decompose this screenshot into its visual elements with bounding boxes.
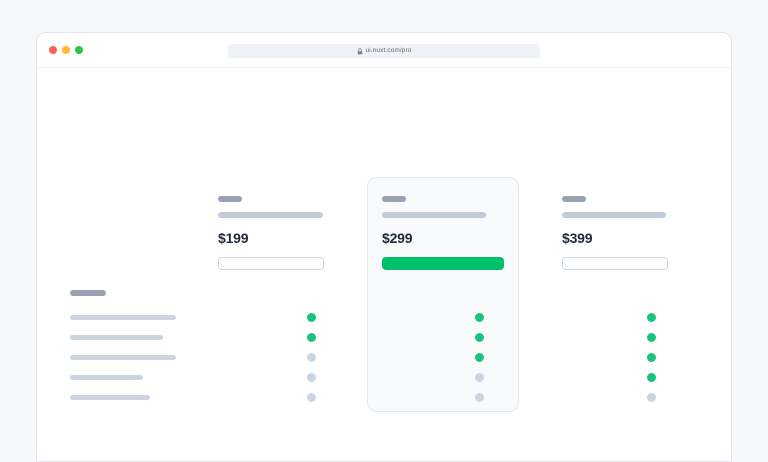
select-plan-button-pro[interactable] <box>382 257 504 270</box>
feature-included-icon <box>475 353 484 362</box>
plan-description-skeleton <box>562 212 666 218</box>
feature-label-skeleton <box>70 375 143 380</box>
address-bar[interactable]: ui.nuxt.com/pro <box>228 44 540 58</box>
pricing-card-business: $399 <box>550 178 680 288</box>
feature-comparison-section <box>70 290 690 408</box>
feature-label-skeleton <box>70 315 176 320</box>
maximize-window-button[interactable] <box>75 46 83 54</box>
plan-price: $299 <box>382 230 413 246</box>
feature-included-icon <box>307 333 316 342</box>
feature-included-icon <box>647 373 656 382</box>
plan-name-skeleton <box>382 196 406 202</box>
close-window-button[interactable] <box>49 46 57 54</box>
feature-excluded-icon <box>307 393 316 402</box>
plan-description-skeleton <box>218 212 323 218</box>
lock-icon <box>357 47 362 54</box>
pricing-card-pro: $299 <box>367 177 519 412</box>
feature-included-icon <box>307 313 316 322</box>
feature-row-list <box>70 308 690 408</box>
feature-row <box>70 388 690 408</box>
feature-included-icon <box>647 353 656 362</box>
feature-included-icon <box>475 333 484 342</box>
feature-excluded-icon <box>307 373 316 382</box>
feature-row <box>70 348 690 368</box>
feature-row <box>70 308 690 328</box>
browser-chrome: ui.nuxt.com/pro <box>37 33 731 68</box>
plan-name-skeleton <box>562 196 586 202</box>
traffic-lights <box>49 46 83 54</box>
feature-label-skeleton <box>70 335 163 340</box>
feature-label-skeleton <box>70 355 176 360</box>
feature-excluded-icon <box>475 373 484 382</box>
feature-row <box>70 368 690 388</box>
feature-excluded-icon <box>475 393 484 402</box>
feature-included-icon <box>647 313 656 322</box>
feature-included-icon <box>475 313 484 322</box>
feature-included-icon <box>647 333 656 342</box>
plan-description-skeleton <box>382 212 486 218</box>
feature-label-skeleton <box>70 395 150 400</box>
feature-excluded-icon <box>647 393 656 402</box>
page-viewport: $199 $299 $399 <box>37 68 731 461</box>
plan-price: $199 <box>218 230 249 246</box>
url-text: ui.nuxt.com/pro <box>365 46 412 54</box>
feature-section-heading-skeleton <box>70 290 106 296</box>
feature-excluded-icon <box>307 353 316 362</box>
select-plan-button-basic[interactable] <box>218 257 324 270</box>
plan-name-skeleton <box>218 196 242 202</box>
feature-row <box>70 328 690 348</box>
plan-price: $399 <box>562 230 593 246</box>
browser-window: ui.nuxt.com/pro $199 $299 $399 <box>36 32 732 462</box>
minimize-window-button[interactable] <box>62 46 70 54</box>
select-plan-button-business[interactable] <box>562 257 668 270</box>
pricing-card-basic: $199 <box>206 178 336 288</box>
